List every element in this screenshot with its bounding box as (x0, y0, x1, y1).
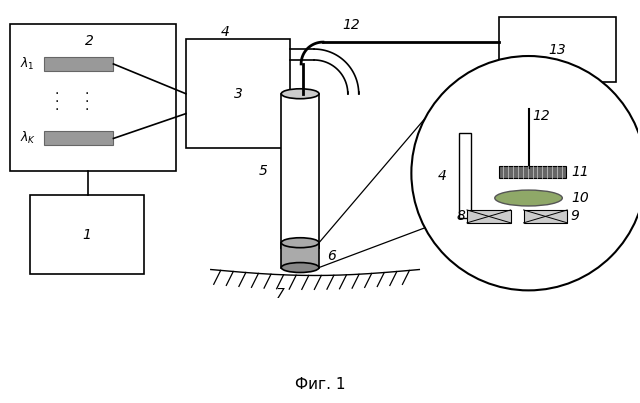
Bar (459, 133, 471, 218)
Bar (467, 210, 511, 223)
Text: 6: 6 (327, 249, 336, 263)
Bar (499, 166, 566, 178)
Text: ·: · (54, 87, 59, 101)
Text: 9: 9 (570, 210, 579, 223)
Text: $\lambda_1$: $\lambda_1$ (20, 56, 35, 72)
Circle shape (412, 56, 640, 291)
Bar (524, 210, 567, 223)
Text: 8: 8 (456, 210, 465, 223)
Bar (186, 39, 290, 148)
Text: Фиг. 1: Фиг. 1 (295, 377, 345, 392)
Text: 12: 12 (532, 109, 550, 123)
Text: 2: 2 (85, 34, 94, 48)
Text: 7: 7 (276, 287, 285, 301)
Bar (44, 131, 113, 145)
Ellipse shape (281, 238, 319, 248)
Text: 4: 4 (221, 25, 230, 39)
Ellipse shape (281, 89, 319, 99)
Bar (281, 94, 319, 248)
Text: ·: · (84, 87, 89, 101)
Ellipse shape (281, 263, 319, 272)
Text: 11: 11 (572, 165, 589, 179)
Text: ·: · (84, 95, 89, 109)
Text: 4: 4 (438, 169, 447, 183)
Text: 3: 3 (234, 87, 243, 101)
Text: ·: · (84, 103, 89, 116)
Bar (281, 243, 319, 268)
Text: 5: 5 (259, 164, 268, 178)
Ellipse shape (281, 243, 319, 253)
Text: $\lambda_K$: $\lambda_K$ (20, 131, 36, 146)
Bar (499, 17, 616, 82)
Text: 12: 12 (342, 18, 360, 32)
Bar (10, 24, 176, 171)
Text: ·: · (54, 103, 59, 116)
Bar (44, 57, 113, 71)
Text: ·: · (54, 95, 59, 109)
Text: 1: 1 (83, 228, 92, 242)
Bar (30, 195, 144, 274)
Text: 10: 10 (572, 191, 589, 205)
Ellipse shape (495, 190, 563, 206)
Text: 13: 13 (548, 43, 566, 56)
